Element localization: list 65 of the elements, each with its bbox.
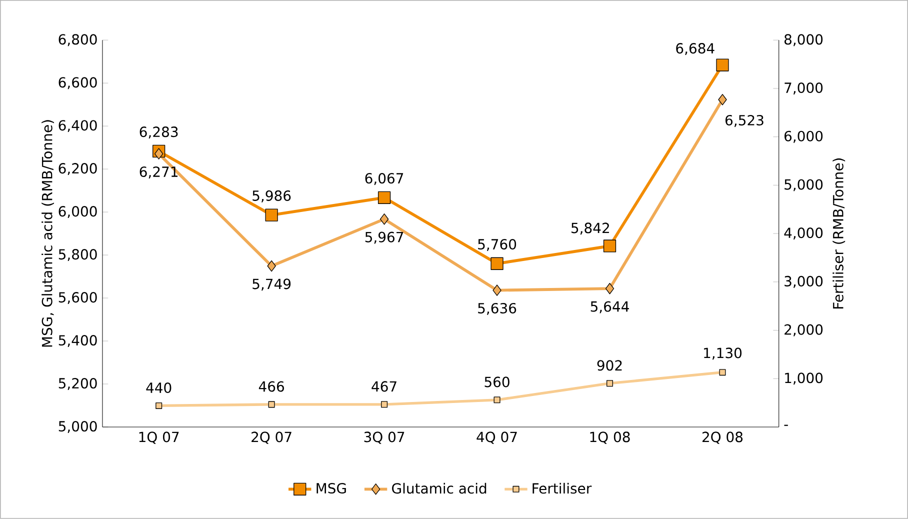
data-label: 5,967 (365, 232, 404, 244)
y-tick-label: 5,400 (58, 335, 97, 348)
point (716, 58, 729, 72)
y-tick-label: 5,200 (58, 378, 97, 390)
y-axis-title: MSG, Glutamic acid (RMB/Tonne) (42, 120, 54, 347)
data-label: 466 (258, 381, 284, 392)
point (605, 283, 614, 294)
data-label: 440 (146, 382, 172, 394)
y2-tick-label: 2,000 (784, 324, 823, 336)
x-tick-label: 4Q 07 (476, 432, 517, 444)
data-label: 560 (484, 376, 510, 388)
x-tick-label: 2Q 07 (252, 432, 292, 444)
y2-tick-label: 1,000 (785, 372, 823, 385)
data-label: 467 (372, 381, 396, 392)
data-label: 5,842 (572, 222, 609, 235)
point (603, 240, 616, 252)
point (606, 380, 614, 387)
y-tick-label: 6,800 (58, 34, 97, 46)
data-label: 6,523 (726, 115, 764, 128)
y2-tick-label: - (784, 424, 788, 426)
y-tick-label: 5,000 (58, 421, 97, 434)
y-tick-label: 6,600 (58, 77, 97, 90)
data-label: 6,283 (140, 126, 178, 139)
point (381, 401, 388, 408)
data-label: 5,760 (478, 239, 516, 252)
x-tick-label: 1Q 07 (139, 432, 179, 444)
point (156, 402, 162, 410)
y2-tick-label: 5,000 (784, 179, 823, 192)
data-label: 6,684 (676, 43, 714, 56)
point (719, 369, 726, 376)
data-label: 6,271 (140, 166, 178, 179)
point (265, 208, 278, 222)
point (380, 214, 389, 225)
point (267, 260, 276, 272)
data-label: 5,644 (590, 301, 629, 314)
data-label: 5,986 (252, 190, 291, 202)
x-tick-label: 3Q 07 (364, 432, 404, 444)
legend-label: Fertiliser (532, 482, 592, 494)
data-label: 5,636 (478, 303, 516, 316)
point (494, 396, 500, 404)
point (718, 94, 727, 106)
data-label: 5,749 (252, 278, 291, 291)
y2-axis-title: Fertiliser (RMB/Tonne) (832, 158, 846, 309)
legend-label: Glutamic acid (392, 482, 486, 494)
y2-tick-label: 7,000 (784, 82, 823, 95)
point (492, 284, 502, 296)
point (154, 148, 164, 160)
y-tick-label: 5,800 (58, 249, 97, 262)
y2-tick-label: 8,000 (784, 34, 823, 46)
legend-label: MSG (316, 483, 346, 494)
x-tick-label: 2Q 08 (702, 432, 743, 444)
y-tick-label: 6,000 (58, 206, 97, 218)
y2-tick-label: 4,000 (784, 228, 823, 240)
x-tick-label: 1Q 08 (590, 432, 630, 444)
y-tick-label: 6,200 (58, 163, 97, 176)
data-label: 902 (597, 360, 622, 371)
point (490, 257, 504, 270)
data-label: 1,130 (704, 348, 742, 360)
point (268, 401, 275, 408)
y2-tick-label: 3,000 (784, 276, 823, 288)
data-label: 6,067 (365, 173, 404, 186)
point (378, 191, 391, 204)
y-tick-label: 6,400 (58, 120, 97, 132)
y-tick-label: 5,600 (58, 292, 97, 304)
y2-tick-label: 6,000 (784, 130, 823, 143)
